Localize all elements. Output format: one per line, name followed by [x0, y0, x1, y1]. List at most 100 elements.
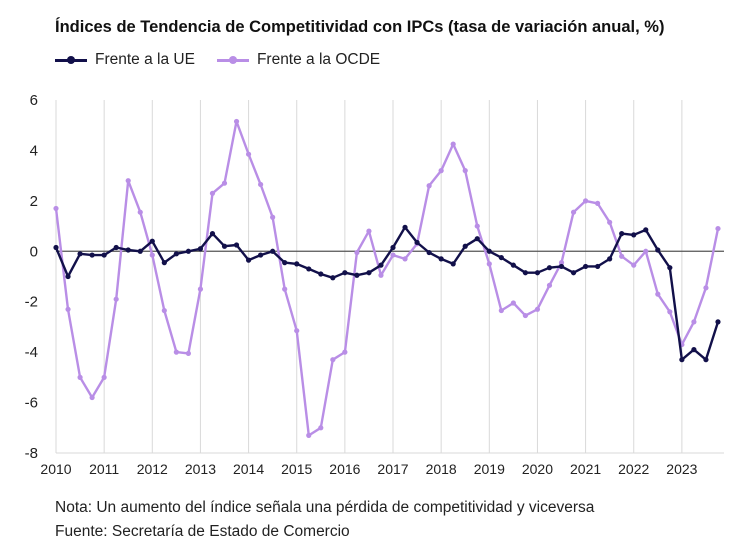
y-tick-label: -4 — [25, 344, 38, 361]
data-point-ocde — [390, 252, 396, 258]
data-point-ue — [703, 357, 709, 363]
x-tick-label: 2019 — [474, 461, 505, 477]
data-point-ocde — [691, 319, 697, 325]
y-tick-label: -6 — [25, 395, 38, 412]
data-point-ocde — [258, 181, 264, 188]
x-tick-label: 2014 — [233, 461, 264, 477]
data-point-ue — [474, 236, 480, 242]
data-point-ue — [53, 244, 59, 251]
data-point-ocde — [667, 309, 673, 315]
data-point-ue — [534, 270, 541, 276]
data-point-ocde — [318, 425, 324, 431]
data-point-ocde — [570, 209, 577, 215]
data-point-ue — [715, 319, 721, 325]
data-point-ocde — [402, 256, 408, 262]
data-point-ocde — [486, 261, 492, 267]
data-point-ue — [113, 244, 119, 251]
data-point-ocde — [89, 394, 95, 401]
data-point-ocde — [582, 198, 589, 204]
data-point-ocde — [173, 349, 179, 355]
data-point-ocde — [607, 219, 613, 225]
data-point-ocde — [161, 307, 167, 314]
data-point-ue — [342, 270, 348, 276]
data-point-ue — [101, 252, 107, 258]
footnote: Nota: Un aumento del índice señala una p… — [55, 499, 595, 516]
data-point-ue — [366, 270, 372, 276]
data-point-ue — [318, 271, 324, 277]
legend: Frente a la UE Frente a la OCDE — [55, 49, 402, 71]
data-point-ocde — [366, 228, 372, 234]
data-point-ue — [89, 252, 95, 258]
data-point-ue — [161, 260, 167, 266]
data-point-ue — [245, 257, 252, 263]
data-point-ocde — [330, 357, 336, 363]
x-tick-label: 2016 — [329, 461, 360, 477]
y-tick-label: 6 — [30, 92, 38, 109]
data-point-ocde — [185, 350, 191, 357]
data-point-ue — [414, 239, 420, 246]
data-point-ocde — [595, 200, 601, 206]
legend-item-ue[interactable]: Frente a la UE — [55, 51, 195, 69]
data-point-ue — [426, 249, 432, 256]
data-point-ocde — [101, 374, 107, 380]
data-point-ue — [149, 238, 155, 244]
data-point-ue — [270, 248, 276, 254]
data-point-ue — [197, 246, 204, 252]
data-point-ue — [173, 251, 179, 257]
data-point-ocde — [462, 168, 468, 174]
data-point-ocde — [233, 118, 240, 125]
data-point-ue — [233, 242, 240, 248]
data-point-ue — [282, 260, 288, 266]
data-point-ue — [65, 273, 71, 280]
data-point-ue — [691, 347, 697, 353]
data-point-ocde — [426, 183, 432, 189]
legend-swatch-ue — [55, 53, 87, 67]
data-point-ocde — [715, 225, 721, 232]
data-point-ue — [450, 261, 456, 267]
data-point-ue — [221, 243, 228, 249]
data-point-ue — [595, 263, 601, 270]
x-tick-label: 2021 — [570, 461, 601, 477]
data-point-ue — [378, 262, 384, 268]
x-tick-label: 2018 — [426, 461, 457, 477]
data-point-ue — [125, 247, 131, 253]
data-point-ue — [667, 265, 673, 271]
x-tick-label: 2023 — [666, 461, 697, 477]
data-point-ocde — [77, 374, 83, 380]
data-point-ocde — [125, 178, 131, 184]
data-point-ue — [522, 270, 529, 276]
data-point-ue — [582, 263, 589, 270]
data-point-ocde — [558, 260, 565, 266]
data-point-ocde — [522, 312, 529, 319]
data-point-ocde — [113, 296, 119, 302]
data-point-ocde — [342, 349, 348, 355]
data-point-ue — [655, 247, 661, 253]
data-point-ocde — [221, 180, 228, 186]
chart-title: Índices de Tendencia de Competitividad c… — [55, 18, 665, 36]
data-point-ue — [306, 266, 312, 272]
source-note: Fuente: Secretaría de Estado de Comercio — [55, 523, 350, 540]
series-line-ocde — [54, 120, 720, 437]
data-point-ocde — [209, 190, 216, 196]
data-point-ue — [462, 243, 468, 249]
data-point-ue — [558, 263, 565, 270]
data-point-ocde — [53, 205, 59, 212]
x-tick-label: 2011 — [89, 461, 119, 477]
data-point-ue — [390, 244, 396, 251]
data-point-ocde — [306, 432, 312, 438]
data-point-ue — [209, 231, 216, 237]
data-point-ue — [402, 224, 408, 230]
data-point-ocde — [270, 214, 276, 220]
data-point-ocde — [378, 272, 384, 278]
data-point-ue — [546, 265, 553, 271]
x-tick-label: 2013 — [185, 461, 216, 477]
data-point-ocde — [197, 286, 204, 292]
data-point-ue — [498, 254, 504, 261]
y-tick-label: 0 — [30, 243, 38, 260]
x-tick-label: 2015 — [281, 461, 312, 477]
legend-label-ue: Frente a la UE — [95, 51, 195, 68]
data-point-ocde — [534, 306, 541, 312]
legend-item-ocde[interactable]: Frente a la OCDE — [216, 51, 380, 69]
data-point-ocde — [510, 300, 516, 306]
x-tick-label: 2012 — [137, 461, 168, 477]
